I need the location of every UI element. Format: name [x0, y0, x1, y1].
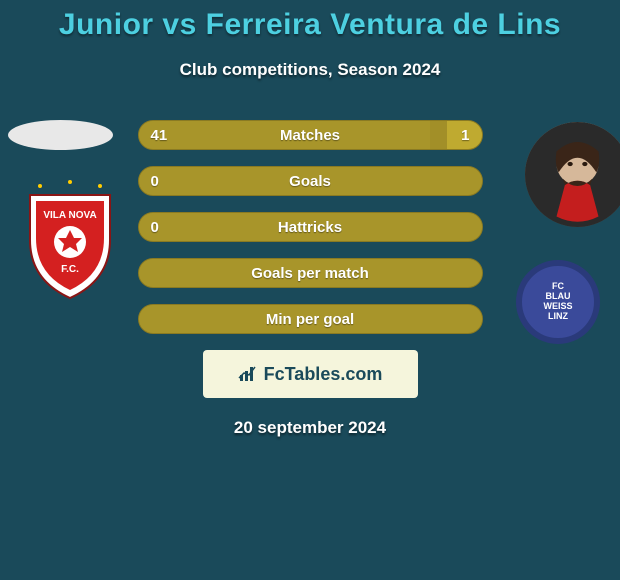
stat-row-min-per-goal: Min per goal	[138, 304, 483, 334]
stats-comparison: 41 Matches 1 0 Goals 0 Hattricks Goals p…	[0, 120, 620, 438]
watermark: FcTables.com	[203, 350, 418, 398]
stat-label: Goals per match	[139, 259, 482, 287]
stat-row-matches: 41 Matches 1	[138, 120, 483, 150]
stat-label: Matches	[139, 121, 482, 149]
watermark-text: FcTables.com	[264, 364, 383, 385]
stat-row-hattricks: 0 Hattricks	[138, 212, 483, 242]
date-label: 20 september 2024	[0, 418, 620, 438]
stat-label: Min per goal	[139, 305, 482, 333]
bar-chart-icon	[238, 365, 260, 383]
stat-row-goals: 0 Goals	[138, 166, 483, 196]
stat-label: Goals	[139, 167, 482, 195]
page-title: Junior vs Ferreira Ventura de Lins	[0, 0, 620, 42]
page-subtitle: Club competitions, Season 2024	[0, 60, 620, 80]
stat-row-goals-per-match: Goals per match	[138, 258, 483, 288]
stat-label: Hattricks	[139, 213, 482, 241]
stat-value-right: 1	[461, 121, 469, 149]
